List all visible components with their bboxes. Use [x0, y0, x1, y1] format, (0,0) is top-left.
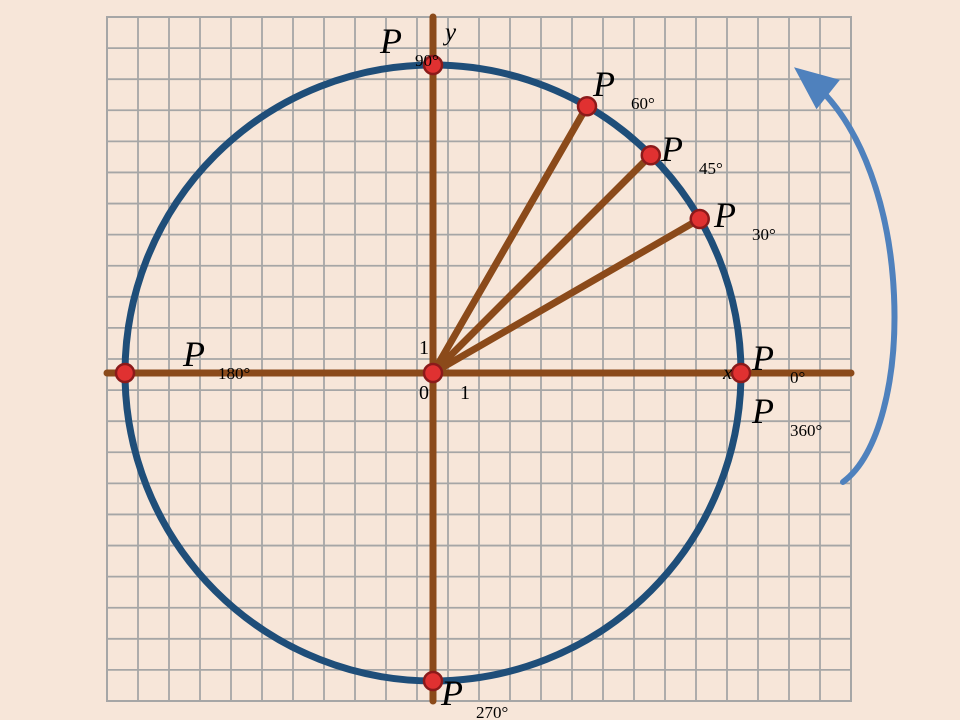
- svg-text:60°: 60°: [631, 94, 655, 113]
- svg-text:P: P: [379, 21, 402, 61]
- svg-text:30°: 30°: [752, 225, 776, 244]
- svg-text:270°: 270°: [476, 703, 508, 720]
- tick-1x-label: 1: [460, 382, 470, 404]
- svg-text:0°: 0°: [790, 368, 805, 387]
- point-center: [424, 364, 442, 382]
- point-30: [691, 210, 709, 228]
- svg-text:360°: 360°: [790, 421, 822, 440]
- point-0: [732, 364, 750, 382]
- point-270: [424, 672, 442, 690]
- svg-text:P: P: [751, 391, 774, 431]
- svg-text:P: P: [592, 64, 615, 104]
- svg-text:P: P: [713, 195, 736, 235]
- origin-label: 0: [419, 382, 429, 404]
- svg-text:P: P: [751, 338, 774, 378]
- svg-text:45°: 45°: [699, 159, 723, 178]
- svg-text:P: P: [440, 673, 463, 713]
- svg-text:P: P: [660, 129, 683, 169]
- y-axis-label: y: [442, 19, 457, 46]
- svg-text:180°: 180°: [218, 364, 250, 383]
- svg-text:90°: 90°: [415, 51, 439, 70]
- point-180: [116, 364, 134, 382]
- point-45: [642, 146, 660, 164]
- tick-1y-label: 1: [419, 337, 429, 359]
- svg-text:P: P: [182, 334, 205, 374]
- x-axis-label: x: [722, 360, 733, 384]
